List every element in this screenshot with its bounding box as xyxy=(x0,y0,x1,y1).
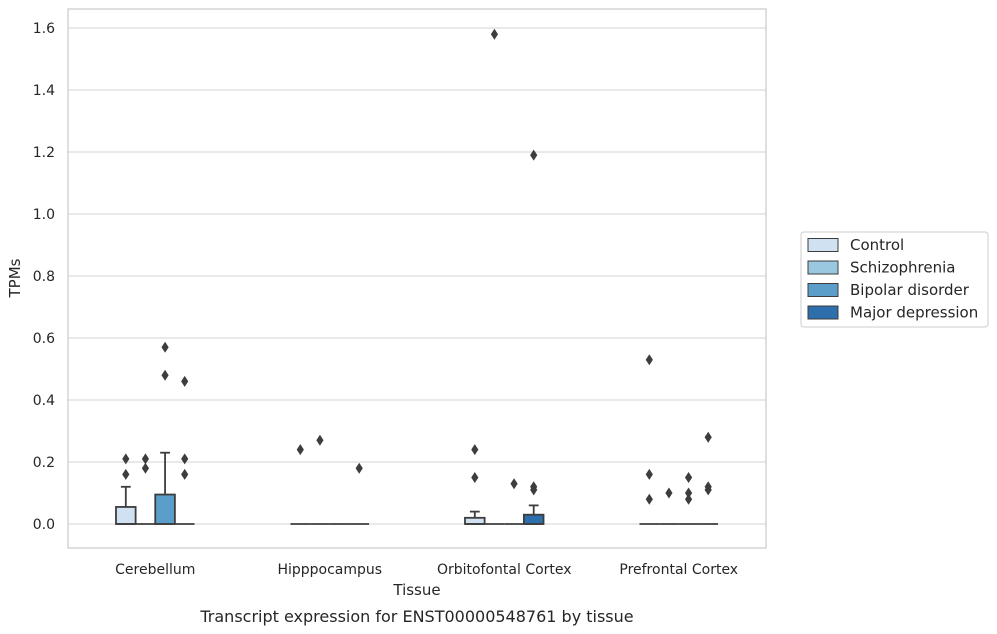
box-schizophrenia xyxy=(310,434,330,525)
x-axis-ticks: Cerebellum Hipppocampus Orbitofontal Corte… xyxy=(115,562,738,578)
x-tick-label: Orbitofontal Cortex xyxy=(437,562,572,578)
box-bipolar-disorder xyxy=(504,478,524,525)
box-bipolar-disorder xyxy=(678,472,699,525)
box-major-depression xyxy=(349,462,370,525)
box-major-depression xyxy=(522,149,545,525)
box-major-depression xyxy=(698,431,719,525)
outlier-point xyxy=(704,481,712,493)
legend-swatch xyxy=(807,260,839,275)
outlier-point xyxy=(316,434,324,446)
box-body xyxy=(522,513,545,525)
outlier-point xyxy=(122,468,130,480)
legend-label: Control xyxy=(850,236,904,254)
outlier-point xyxy=(684,487,693,499)
outlier-point xyxy=(704,431,712,443)
outlier-point xyxy=(122,453,130,465)
outlier-point xyxy=(181,453,189,465)
box-body xyxy=(154,493,176,525)
legend-label: Bipolar disorder xyxy=(850,281,970,299)
y-tick-label: 1.4 xyxy=(33,83,55,99)
x-tick-label: Cerebellum xyxy=(115,562,195,578)
outlier-point xyxy=(684,493,693,505)
y-axis-ticks: 0.0 0.2 0.4 0.6 0.8 1.0 1.2 1.4 1.6 xyxy=(33,21,55,533)
legend-swatch xyxy=(807,283,839,297)
outlier-point xyxy=(645,468,653,480)
box-body xyxy=(115,506,137,525)
outlier-point xyxy=(530,481,538,493)
legend-swatch xyxy=(807,238,839,252)
outlier-point xyxy=(645,354,653,366)
box-major-depression xyxy=(174,375,195,525)
outlier-point xyxy=(471,472,479,483)
outlier-point xyxy=(181,468,189,480)
box-control xyxy=(639,354,660,525)
y-tick-label: 0.4 xyxy=(33,393,55,409)
legend: Control Schizophrenia Bipolar disorder Majo… xyxy=(800,231,989,328)
y-tick-label: 0.6 xyxy=(33,331,55,347)
x-axis-title: Tissue xyxy=(392,581,440,599)
box-body xyxy=(464,516,486,525)
outlier-point xyxy=(141,453,150,465)
outlier-point xyxy=(490,28,499,40)
outlier-point xyxy=(181,375,189,387)
outlier-point xyxy=(161,341,169,353)
box-control xyxy=(290,444,311,525)
box-control xyxy=(464,444,486,525)
y-tick-label: 0.8 xyxy=(33,269,55,285)
outlier-point xyxy=(645,493,653,505)
box-schizophrenia xyxy=(484,28,505,525)
x-tick-label: Hipppocampus xyxy=(277,562,382,578)
chart-caption: Transcript expression for ENST0000054876… xyxy=(199,607,633,626)
outlier-point xyxy=(530,149,538,161)
outlier-point xyxy=(665,487,673,499)
outlier-point xyxy=(684,472,693,483)
legend-label: Major depression xyxy=(850,304,978,322)
y-tick-label: 1.0 xyxy=(33,207,55,223)
outlier-point xyxy=(355,462,363,474)
box-schizophrenia xyxy=(135,453,156,525)
legend-frame xyxy=(800,231,989,328)
x-tick-label: Prefrontal Cortex xyxy=(619,562,738,578)
outlier-point xyxy=(296,444,304,456)
box-control xyxy=(115,453,137,525)
y-tick-label: 1.2 xyxy=(33,145,55,161)
legend-swatch xyxy=(807,305,839,320)
box-bipolar-disorder xyxy=(154,341,176,525)
outlier-point xyxy=(510,478,518,490)
gridlines xyxy=(68,27,766,525)
outlier-point xyxy=(471,444,479,456)
y-tick-label: 0.2 xyxy=(33,455,55,471)
y-tick-label: 1.6 xyxy=(33,21,55,37)
outlier-point xyxy=(141,462,150,474)
y-tick-label: 0.0 xyxy=(33,517,55,533)
plot-frame xyxy=(67,8,767,549)
legend-label: Schizophrenia xyxy=(850,259,955,277)
box-marks xyxy=(115,28,719,525)
box-schizophrenia xyxy=(659,487,679,525)
y-axis-title: TPMs xyxy=(6,258,24,298)
outlier-point xyxy=(161,369,169,381)
